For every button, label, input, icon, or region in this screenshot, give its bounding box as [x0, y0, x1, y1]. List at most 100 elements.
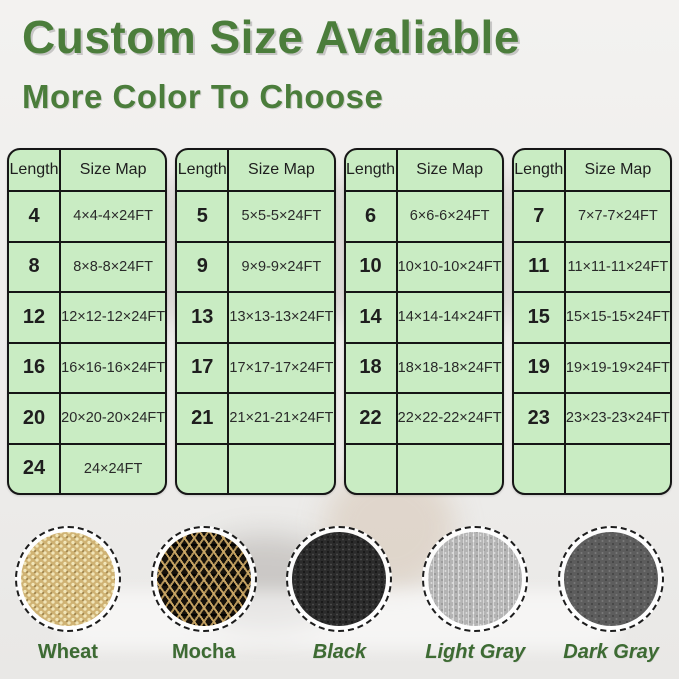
size-map-cell: 9×9-9×24FT: [241, 258, 322, 275]
size-map-cell: 11×11-11×24FT: [567, 258, 669, 275]
table-row: [513, 442, 670, 494]
table-row: 19 19×19-19×24FT: [513, 341, 670, 392]
size-map-cell: 15×15-15×24FT: [565, 309, 670, 326]
swatch-ring: [422, 526, 529, 632]
length-cell: 24: [9, 444, 61, 493]
column-header-size-map: Size Map: [248, 161, 315, 178]
table-row: 20 20×20-20×24FT: [9, 392, 166, 443]
size-map-cell: 17×17-17×24FT: [229, 359, 334, 376]
size-map-cell: 20×20-20×24FT: [61, 410, 166, 427]
table-row: 18 18×18-18×24FT: [345, 341, 502, 392]
size-map-cell: 18×18-18×24FT: [397, 359, 502, 376]
mocha-fabric-icon: [156, 532, 251, 626]
table-header-row: Length Size Map: [346, 150, 502, 190]
table-row: 13 13×13-13×24FT: [177, 291, 334, 342]
length-cell: 20: [9, 394, 61, 443]
length-cell: 11: [514, 242, 566, 291]
size-map-cell: [398, 445, 502, 494]
swatch-ring: [558, 526, 665, 632]
table-row: 7 7×7-7×24FT: [513, 190, 670, 241]
column-header-length: Length: [514, 150, 566, 190]
table-row: 4 4×4-4×24FT: [9, 190, 166, 241]
size-map-cell: 6×6-6×24FT: [409, 208, 490, 225]
size-table-1: Length Size Map 4 4×4-4×24FT 8 8×8-8×24FT 12 12…: [7, 148, 168, 495]
column-header-size-map: Size Map: [584, 161, 652, 178]
column-header-size-map: Size Map: [416, 161, 483, 178]
table-row: 15 15×15-15×24FT: [513, 291, 670, 342]
table-row: 9 9×9-9×24FT: [177, 240, 334, 291]
table-row: 23 23×23-23×24FT: [513, 392, 670, 443]
length-cell: 9: [177, 242, 230, 291]
length-cell: [514, 444, 566, 493]
table-row: 24 24×24FT: [9, 442, 166, 493]
size-map-cell: 19×19-19×24FT: [565, 359, 670, 376]
length-cell: [346, 444, 398, 493]
size-table-3: Length Size Map 6 6×6-6×24FT 10 10×10-10×24FT…: [343, 148, 504, 495]
size-map-cell: [566, 445, 670, 494]
swatch-label: Light Gray: [425, 641, 526, 663]
swatch-darkgray: Dark Gray: [543, 526, 679, 664]
table-row: 14 14×14-14×24FT: [345, 291, 502, 342]
table-row: 6 6×6-6×24FT: [345, 190, 502, 241]
swatch-wheat: Wheat: [0, 526, 136, 664]
length-cell: 4: [9, 192, 61, 241]
size-map-cell: 8×8-8×24FT: [73, 258, 154, 275]
table-row: 10 10×10-10×24FT: [345, 240, 502, 291]
page-subtitle: More Color To Choose: [22, 78, 384, 115]
length-cell: 10: [346, 242, 398, 291]
column-header-size-map: Size Map: [79, 161, 147, 178]
swatch-ring: [286, 526, 393, 632]
length-cell: 5: [177, 192, 230, 241]
table-row: 17 17×17-17×24FT: [177, 341, 334, 392]
black-fabric-icon: [292, 532, 387, 626]
length-cell: 7: [514, 192, 566, 241]
length-cell: 15: [514, 293, 566, 342]
table-row: [345, 442, 502, 494]
size-map-cell: 22×22-22×24FT: [397, 410, 502, 427]
swatch-black: Black: [272, 526, 408, 664]
length-cell: 21: [177, 394, 230, 443]
swatch-label: Black: [312, 641, 367, 663]
color-swatches: Wheat Mocha Black Light Gray Dark Gray: [0, 526, 679, 664]
size-tables: Length Size Map 4 4×4-4×24FT 8 8×8-8×24FT 12 12…: [7, 148, 672, 495]
swatch-label: Dark Gray: [563, 641, 659, 663]
length-cell: 19: [514, 343, 566, 392]
size-map-cell: 5×5-5×24FT: [241, 208, 322, 225]
size-map-cell: 13×13-13×24FT: [229, 309, 334, 326]
swatch-label: Mocha: [172, 641, 236, 663]
swatch-mocha: Mocha: [136, 526, 272, 664]
swatch-label: Wheat: [37, 641, 98, 663]
size-map-cell: 14×14-14×24FT: [397, 309, 502, 326]
table-row: 5 5×5-5×24FT: [177, 190, 334, 241]
table-row: 12 12×12-12×24FT: [9, 291, 166, 342]
page-title: Custom Size Avaliable: [22, 11, 520, 63]
size-map-cell: 12×12-12×24FT: [61, 309, 166, 326]
table-row: [177, 442, 334, 494]
table-row: 8 8×8-8×24FT: [9, 240, 166, 291]
size-map-cell: 21×21-21×24FT: [229, 410, 334, 427]
swatch-lightgray: Light Gray: [407, 526, 543, 664]
length-cell: 23: [514, 394, 566, 443]
column-header-length: Length: [177, 150, 230, 190]
column-header-length: Length: [346, 150, 398, 190]
swatch-ring: [150, 526, 257, 632]
table-row: 21 21×21-21×24FT: [177, 392, 334, 443]
table-row: 16 16×16-16×24FT: [9, 341, 166, 392]
length-cell: 16: [9, 343, 61, 392]
table-row: 22 22×22-22×24FT: [345, 392, 502, 443]
length-cell: 18: [346, 343, 398, 392]
length-cell: 13: [177, 293, 230, 342]
size-map-cell: [229, 445, 333, 494]
size-map-cell: 24×24FT: [83, 460, 143, 477]
length-cell: 6: [346, 192, 398, 241]
size-table-4: Length Size Map 7 7×7-7×24FT 11 11×11-11×24FT…: [511, 148, 672, 495]
wheat-fabric-icon: [20, 532, 115, 626]
size-map-cell: 23×23-23×24FT: [565, 410, 670, 427]
size-map-cell: 7×7-7×24FT: [577, 208, 658, 225]
length-cell: 14: [346, 293, 398, 342]
column-header-length: Length: [9, 150, 61, 190]
length-cell: 22: [346, 394, 398, 443]
size-map-cell: 10×10-10×24FT: [397, 258, 502, 275]
lightgray-fabric-icon: [428, 532, 523, 626]
